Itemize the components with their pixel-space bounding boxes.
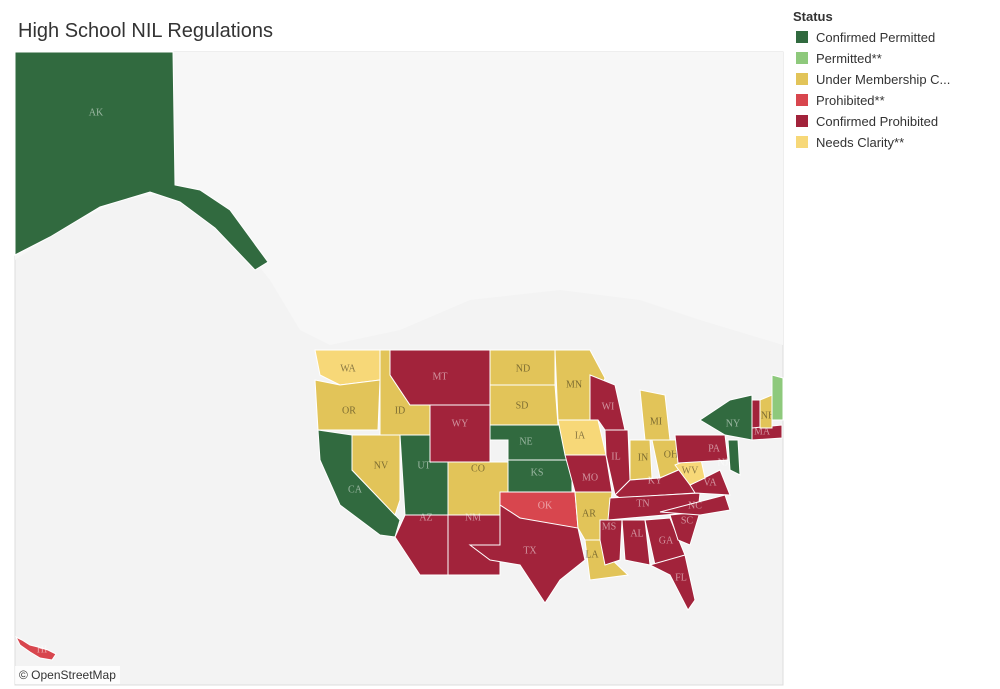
legend-label: Permitted** (816, 51, 882, 66)
legend-label: Under Membership C... (816, 72, 950, 87)
state-label: CO (471, 463, 485, 474)
state-label: WV (682, 465, 699, 476)
legend-swatch (796, 115, 808, 127)
legend-label: Needs Clarity** (816, 135, 904, 150)
state-label: MN (566, 379, 582, 390)
state-label: WA (340, 363, 356, 374)
state-label: NC (688, 500, 702, 511)
legend-label: Prohibited** (816, 93, 885, 108)
state-shape (394, 514, 449, 576)
state-shape (727, 439, 741, 476)
state-label: VA (703, 477, 717, 488)
states-layer: AK WA OR CA NV ID MT WY UT CO AZ NM ND SD NE KS OK TX MN IA… (14, 51, 784, 661)
legend-swatch (796, 136, 808, 148)
state-label: ID (395, 405, 406, 416)
state-shape (759, 394, 773, 429)
state-shape (659, 494, 731, 516)
state-shape (751, 399, 761, 429)
state-label: KY (648, 475, 662, 486)
state-label: OH (664, 449, 678, 460)
state-label: FL (675, 572, 687, 583)
state-label: SD (516, 400, 529, 411)
state-label: NM (465, 512, 481, 523)
legend-swatch (796, 94, 808, 106)
state-label: WI (602, 401, 615, 412)
legend-swatch (796, 31, 808, 43)
state-label: NE (519, 436, 532, 447)
map-title: High School NIL Regulations (18, 20, 273, 42)
state-label: LA (585, 549, 599, 560)
state-label: PA (708, 443, 721, 454)
state-shape (429, 404, 491, 463)
state-label: MA (754, 426, 771, 437)
state-label: AL (630, 528, 643, 539)
state-label: AZ (419, 512, 432, 523)
state-label: MT (433, 371, 448, 382)
state-label: AK (89, 107, 104, 118)
state-label: NY (726, 418, 740, 429)
attribution-bg (15, 666, 120, 684)
state-label: NJ (717, 457, 728, 468)
state-shape (621, 519, 651, 566)
state-label: UT (417, 460, 430, 471)
state-label: IL (611, 451, 620, 462)
attribution: © OpenStreetMap (19, 668, 116, 682)
legend-swatch (796, 52, 808, 64)
state-label: WY (452, 418, 469, 429)
state-shape (689, 469, 731, 496)
state-shape (771, 374, 784, 421)
legend-swatch (796, 73, 808, 85)
state-label: MI (650, 416, 662, 427)
state-label: GA (659, 535, 674, 546)
land-background (15, 52, 783, 345)
state-label: NV (374, 460, 389, 471)
state-label: CA (348, 484, 363, 495)
legend-title: Status (793, 9, 833, 24)
state-shape (468, 504, 586, 604)
state-shape (674, 434, 729, 464)
state-shape (648, 554, 696, 611)
state-label: HI (37, 644, 48, 655)
legend-label: Confirmed Permitted (816, 30, 935, 45)
state-label: IN (638, 452, 649, 463)
state-label: NH (761, 410, 775, 421)
state-label: TN (636, 498, 649, 509)
state-label: MS (602, 521, 616, 532)
state-shape (629, 439, 653, 481)
state-shape (639, 389, 671, 441)
state-shape (599, 519, 623, 566)
state-label: KS (531, 467, 544, 478)
state-label: IA (575, 430, 586, 441)
state-label: TX (523, 545, 537, 556)
state-shape (14, 635, 57, 661)
legend-label: Confirmed Prohibited (816, 114, 938, 129)
state-shape (14, 51, 269, 271)
state-label: ND (516, 363, 530, 374)
state-label: OK (538, 500, 553, 511)
state-shape (314, 379, 381, 431)
state-label: MO (582, 472, 598, 483)
state-label: OR (342, 405, 356, 416)
state-label: AR (582, 508, 596, 519)
state-label: SC (681, 515, 694, 526)
